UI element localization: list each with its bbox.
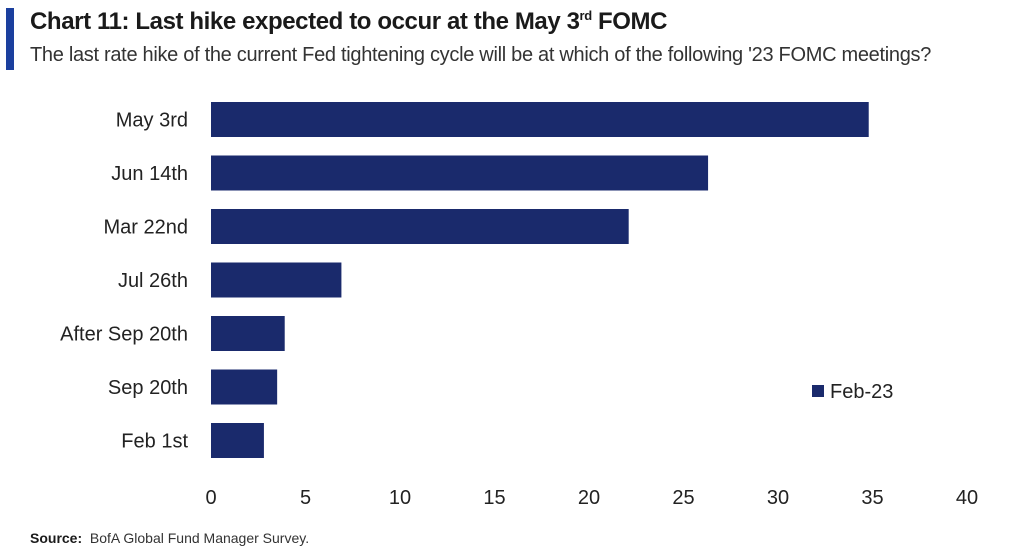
category-label-0: May 3rd — [116, 110, 188, 132]
x-tick-label-7: 35 — [861, 487, 883, 509]
category-label-1: Jun 14th — [111, 163, 188, 185]
category-label-6: Feb 1st — [121, 431, 188, 453]
title-accent-bar — [6, 8, 14, 70]
chart-subtitle: The last rate hike of the current Fed ti… — [30, 44, 932, 66]
source-note: Source: BofA Global Fund Manager Survey. — [30, 530, 309, 546]
x-tick-label-6: 30 — [767, 487, 789, 509]
x-axis-ticks: 0 5 10 15 20 25 30 35 40 — [205, 487, 978, 509]
source-label: Source: — [30, 530, 83, 546]
bar-1 — [211, 155, 709, 191]
x-tick-label-4: 20 — [578, 487, 600, 509]
bar-0 — [211, 102, 869, 137]
bar-6 — [211, 423, 264, 458]
category-labels: May 3rd Jun 14th Mar 22nd Jul 26th After Sep… — [60, 110, 188, 453]
category-label-2: Mar 22nd — [104, 217, 189, 239]
chart-title-end: FOMC — [591, 8, 668, 35]
x-tick-label-2: 10 — [389, 487, 411, 509]
bar-4 — [211, 316, 285, 351]
chart-title-superscript: rd — [579, 8, 593, 23]
chart-title-main: Chart 11: Last hike expected to occur at… — [30, 8, 580, 35]
chart-title: Chart 11: Last hike expected to occur at… — [30, 8, 667, 36]
x-tick-label-8: 40 — [956, 487, 978, 509]
source-text: BofA Global Fund Manager Survey. — [89, 530, 310, 546]
bar-5 — [211, 369, 278, 405]
legend-swatch — [812, 385, 824, 397]
category-label-3: Jul 26th — [118, 270, 188, 292]
legend: Feb-23 — [812, 381, 893, 403]
category-label-5: Sep 20th — [108, 377, 188, 399]
category-label-4: After Sep 20th — [60, 324, 188, 346]
legend-label: Feb-23 — [830, 381, 893, 403]
x-tick-label-5: 25 — [672, 487, 694, 509]
bar-group — [211, 102, 869, 458]
x-tick-label-3: 15 — [483, 487, 505, 509]
x-tick-label-1: 5 — [300, 487, 311, 509]
x-tick-label-0: 0 — [205, 487, 216, 509]
bar-3 — [211, 262, 342, 298]
bar-2 — [211, 209, 629, 244]
